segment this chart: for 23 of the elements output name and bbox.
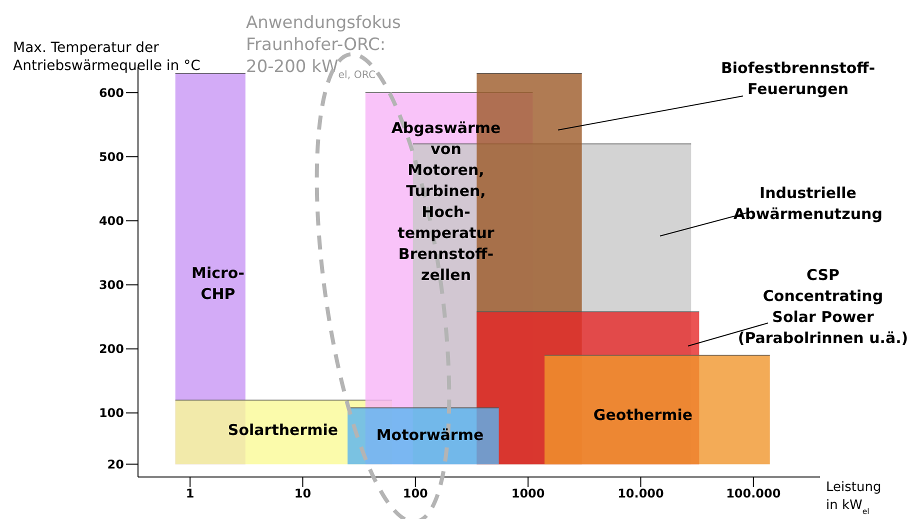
text: Industrielle Abwärmenutzung	[734, 184, 882, 223]
y-tick-label: 100	[98, 406, 124, 420]
x-tick-label: 10.000	[618, 486, 664, 501]
y-axis-title: Max. Temperatur der Antriebswärmequelle in °C	[13, 40, 201, 74]
series-label: Solarthermie	[228, 421, 338, 439]
x-tick-label: 1000	[511, 486, 545, 501]
y-tick-label: 200	[98, 342, 124, 356]
x-tick-label: 100	[402, 486, 428, 501]
x-tick-label: 1	[186, 486, 194, 501]
annotation: Anwendungsfokus Fraunhofer-ORC: 20-200 kW$_{el, ORC}$	[246, 13, 402, 80]
series-label: Geothermie	[593, 406, 693, 424]
y-tick-label: 20	[107, 457, 124, 472]
y-tick-label: 400	[98, 214, 124, 228]
text: Biofestbrennstoff- Feuerungen	[720, 59, 876, 98]
y-tick-label: 500	[98, 150, 124, 164]
series-label: Micro- CHP	[192, 264, 244, 303]
text: CSP Concentrating Solar Power (Parabolrinnen u.ä.)	[738, 266, 907, 347]
y-tick-label: 600	[98, 86, 124, 100]
series-label: Motorwärme	[376, 426, 484, 444]
y-tick-label: 300	[98, 278, 124, 292]
x-axis-title: Leistung in kW$_{el}$	[826, 480, 882, 516]
x-tick-label: 100.000	[726, 486, 781, 501]
x-tick-label: 10	[294, 486, 312, 501]
